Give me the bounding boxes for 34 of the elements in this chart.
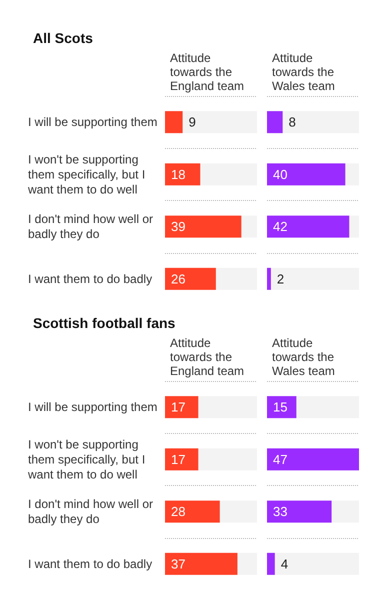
y-tick-label: I won't be supporting them specifically, but I want them to do well (27, 152, 148, 196)
y-tick-label: I don't mind how well or badly they do (28, 212, 156, 242)
chart-subtitle: Attitude towards the Wales team (272, 51, 338, 93)
data-label: 17 (171, 452, 186, 467)
y-tick-label: I don't mind how well or badly they do (28, 497, 156, 526)
data-label: 28 (171, 504, 186, 520)
chart-subtitle: Attitude towards the England team (170, 51, 244, 93)
data-label: 40 (273, 166, 288, 182)
data-label: 42 (273, 219, 288, 234)
bar (267, 111, 283, 134)
data-label: 26 (171, 271, 186, 286)
y-tick-label: I want them to do badly (28, 556, 152, 571)
data-label: 17 (171, 400, 186, 415)
data-label: 18 (171, 166, 186, 182)
y-tick-label: I want them to do badly (28, 272, 152, 286)
data-label: 37 (171, 556, 186, 572)
y-tick-label: I will be supporting them (28, 115, 158, 130)
data-label: 39 (171, 219, 186, 234)
bar (267, 552, 275, 575)
data-label: 4 (280, 556, 288, 572)
y-tick-label: I won't be supporting them specifically, but I want them to do well (27, 437, 148, 482)
data-label: 8 (288, 114, 296, 130)
chart-title: All Scots (33, 30, 94, 46)
data-label: 2 (276, 271, 284, 286)
y-tick-label: I will be supporting them (28, 400, 158, 414)
data-label: 15 (273, 400, 288, 415)
chart-subtitle: Attitude towards the Wales team (272, 336, 338, 378)
chart-subtitle: Attitude towards the England team (170, 336, 244, 378)
bar (267, 268, 271, 290)
chart-title: Scottish football fans (33, 315, 176, 331)
data-label: 33 (273, 504, 288, 520)
bar (165, 111, 183, 134)
data-label: 9 (188, 114, 196, 130)
data-label: 47 (273, 452, 288, 467)
